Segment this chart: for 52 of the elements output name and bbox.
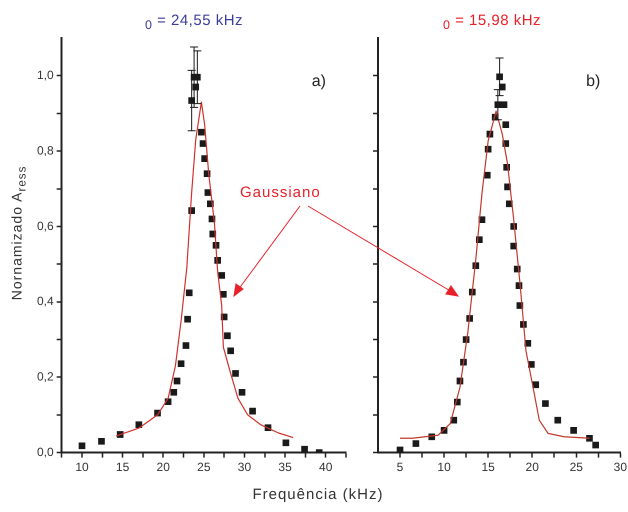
- annotation: a): [312, 73, 326, 90]
- x-tick-label: 15: [481, 460, 496, 474]
- x-tick-label: 5: [396, 460, 404, 474]
- point: [249, 408, 256, 414]
- x-tick-label: 35: [278, 460, 292, 474]
- point: [500, 101, 508, 108]
- x-tick-label: 10: [75, 460, 89, 474]
- x-tick-label: 20: [526, 460, 540, 474]
- annotation: b): [586, 73, 600, 90]
- x-tick-label: 25: [197, 460, 211, 474]
- point: [570, 427, 577, 434]
- point: [184, 316, 191, 323]
- point: [238, 388, 246, 396]
- point: [502, 121, 510, 128]
- chart-title: $_{0}$ = 24,55 kHz: [144, 12, 244, 32]
- point: [554, 416, 562, 424]
- point: [232, 370, 239, 377]
- point: [98, 438, 105, 445]
- y-tick-label: 0,2: [36, 370, 54, 384]
- point: [227, 348, 234, 354]
- chart-title: $_{0}$ = 15,98 kHz: [442, 12, 542, 32]
- x-tick-label: 40: [319, 460, 333, 474]
- point: [218, 272, 226, 279]
- annotation: Gaussiano: [240, 184, 321, 201]
- point: [542, 400, 549, 407]
- y-tick-label: 0,4: [36, 294, 54, 308]
- point: [224, 332, 231, 340]
- point: [282, 439, 290, 446]
- point: [170, 388, 178, 396]
- x-tick-label: 10: [437, 460, 452, 474]
- y-tick-label: 0,8: [36, 143, 54, 158]
- y-tick-label: 1,0: [36, 68, 54, 82]
- point: [182, 342, 190, 349]
- y-tick-label: 0,6: [36, 218, 54, 233]
- point: [412, 440, 420, 447]
- y-tick-label: 0,0: [36, 444, 54, 459]
- point: [592, 442, 599, 448]
- x-tick-label: 30: [614, 460, 628, 474]
- x-tick-label: 30: [238, 460, 252, 474]
- point: [174, 378, 180, 384]
- point: [200, 140, 206, 147]
- point: [396, 446, 404, 453]
- x-tick-label: 25: [570, 460, 584, 474]
- point: [204, 189, 212, 196]
- point: [178, 360, 184, 367]
- x-tick-label: 20: [156, 460, 170, 474]
- point: [198, 128, 205, 136]
- x-axis-title: Frequência (kHz): [251, 486, 385, 503]
- point: [301, 446, 308, 453]
- point: [186, 289, 193, 296]
- x-tick-label: 15: [116, 460, 130, 474]
- point: [78, 442, 86, 450]
